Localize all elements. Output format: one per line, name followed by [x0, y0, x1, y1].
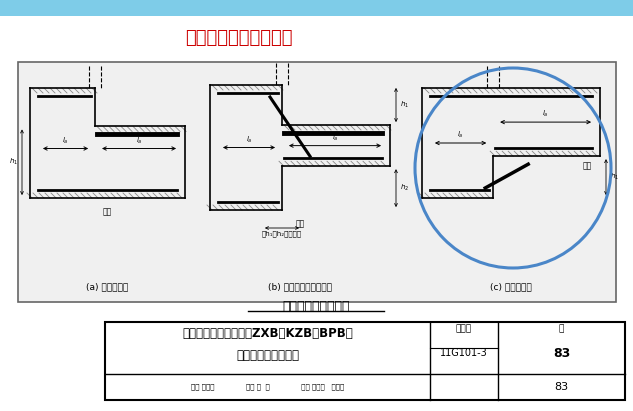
Text: 垫层: 垫层: [103, 207, 112, 216]
Text: (a) 板顶有高差: (a) 板顶有高差: [86, 282, 128, 291]
Text: (b) 板顶、板底均有高差: (b) 板顶、板底均有高差: [268, 282, 332, 291]
Text: 垫层: 垫层: [296, 219, 304, 228]
Text: 取h₁与h₂中较大者: 取h₁与h₂中较大者: [262, 230, 302, 237]
Text: 83: 83: [553, 347, 570, 360]
Bar: [18, 62, 616, 302]
Bar: [105, 322, 625, 400]
Text: 垫层: 垫层: [583, 161, 592, 170]
Text: $h_1$: $h_1$: [610, 172, 619, 182]
Text: (c) 板底有高差: (c) 板底有高差: [490, 282, 532, 291]
Text: 变截面部位钢筋构造: 变截面部位钢筋构造: [236, 349, 299, 363]
Text: 图集号: 图集号: [456, 325, 472, 334]
Text: 83: 83: [555, 382, 568, 392]
Text: 页: 页: [559, 325, 564, 334]
Text: $l_a$: $l_a$: [62, 135, 69, 145]
Text: 变截面部位钢筋构造: 变截面部位钢筋构造: [282, 300, 350, 313]
Text: $l_a$: $l_a$: [246, 134, 253, 145]
Text: $l_a$: $l_a$: [457, 130, 464, 140]
Text: 图集对于该问题的规定: 图集对于该问题的规定: [185, 29, 292, 47]
Bar: [0, 0, 633, 16]
Text: 平板式筏形基础平板（ZXB、KZB、BPB）: 平板式筏形基础平板（ZXB、KZB、BPB）: [182, 327, 353, 340]
Text: $l_a$: $l_a$: [542, 109, 549, 119]
Text: $h_1$: $h_1$: [400, 100, 409, 110]
Text: 11G101-3: 11G101-3: [440, 348, 488, 358]
Text: 审核 尤天直              校对 单  磊              设计 何嘉明   仿真刷: 审核 尤天直 校对 单 磊 设计 何嘉明 仿真刷: [191, 384, 344, 390]
Text: $l_a$: $l_a$: [332, 132, 338, 143]
Text: $h_1$: $h_1$: [9, 157, 18, 167]
Text: $h_2$: $h_2$: [400, 183, 409, 193]
Text: $l_a$: $l_a$: [135, 135, 142, 145]
